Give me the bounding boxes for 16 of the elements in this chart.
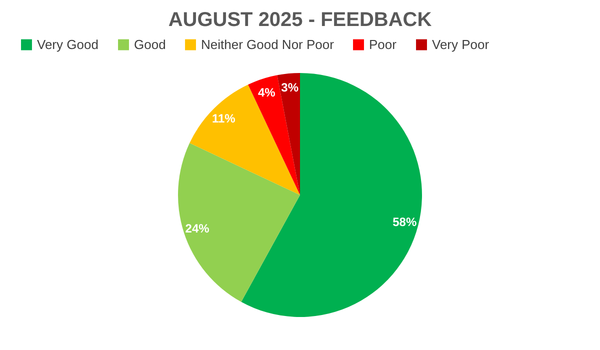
data-label: 24%: [185, 221, 210, 236]
pie-slice: [178, 143, 300, 302]
data-label: 3%: [281, 80, 299, 94]
data-label: 58%: [392, 214, 417, 229]
data-label: 4%: [258, 85, 276, 100]
pie-slice: [277, 73, 300, 195]
pie-slice: [190, 84, 300, 195]
legend-label: Good: [134, 36, 166, 52]
pie-slice: [248, 75, 300, 195]
legend-label: Very Poor: [432, 36, 490, 52]
legend-label: Very Good: [37, 36, 98, 52]
legend-label: Neither Good Nor Poor: [201, 36, 335, 52]
legend-label: Poor: [369, 36, 398, 52]
data-label: 11%: [212, 112, 236, 126]
chart-title: AUGUST 2025 - FEEDBACK: [168, 9, 432, 31]
pie-slice: [241, 73, 422, 317]
